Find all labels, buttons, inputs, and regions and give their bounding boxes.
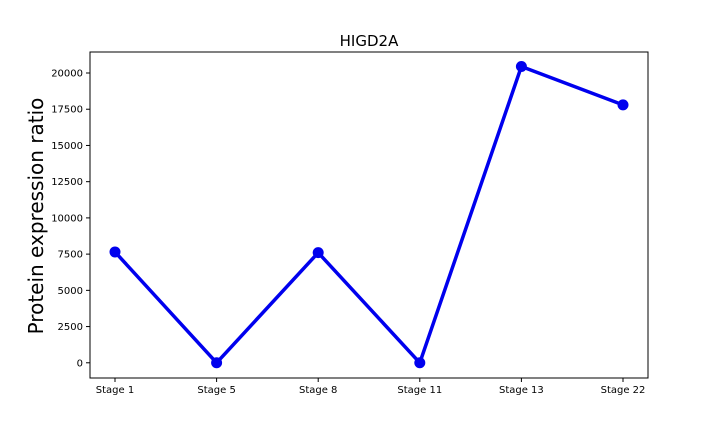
- y-tick-label: 12500: [51, 177, 83, 188]
- data-point: [414, 357, 426, 369]
- series-line: [113, 64, 624, 365]
- y-tick-label: 5000: [58, 286, 83, 297]
- x-tick-label: Stage 22: [601, 385, 646, 396]
- data-point: [109, 246, 121, 258]
- data-point: [312, 247, 324, 259]
- y-tick-label: 7500: [58, 250, 83, 261]
- y-axis-label: Protein expression ratio: [24, 98, 48, 335]
- x-tick-label: Stage 5: [197, 385, 235, 396]
- y-tick-label: 10000: [51, 213, 83, 224]
- series-layer: [109, 60, 629, 369]
- x-axis-ticks: Stage 1 Stage 5 Stage 8 Stage 11 Stage 13 Sta…: [96, 378, 646, 396]
- chart-title: HIGD2A: [340, 32, 399, 50]
- data-point: [515, 60, 527, 72]
- x-tick-label: Stage 13: [499, 385, 544, 396]
- x-tick-label: Stage 8: [299, 385, 337, 396]
- x-tick-label: Stage 11: [397, 385, 442, 396]
- data-point: [617, 99, 629, 111]
- x-tick-label: Stage 1: [96, 385, 134, 396]
- data-point: [211, 357, 223, 369]
- y-axis-ticks: 0 2500 5000 7500 10000 12500 15000 17500 20000: [51, 69, 90, 369]
- y-tick-label: 17500: [51, 105, 83, 116]
- y-tick-label: 20000: [51, 69, 83, 80]
- y-tick-label: 15000: [51, 141, 83, 152]
- plot-area-frame: [89, 51, 649, 379]
- y-tick-label: 2500: [58, 322, 83, 333]
- y-tick-label: 0: [77, 358, 83, 369]
